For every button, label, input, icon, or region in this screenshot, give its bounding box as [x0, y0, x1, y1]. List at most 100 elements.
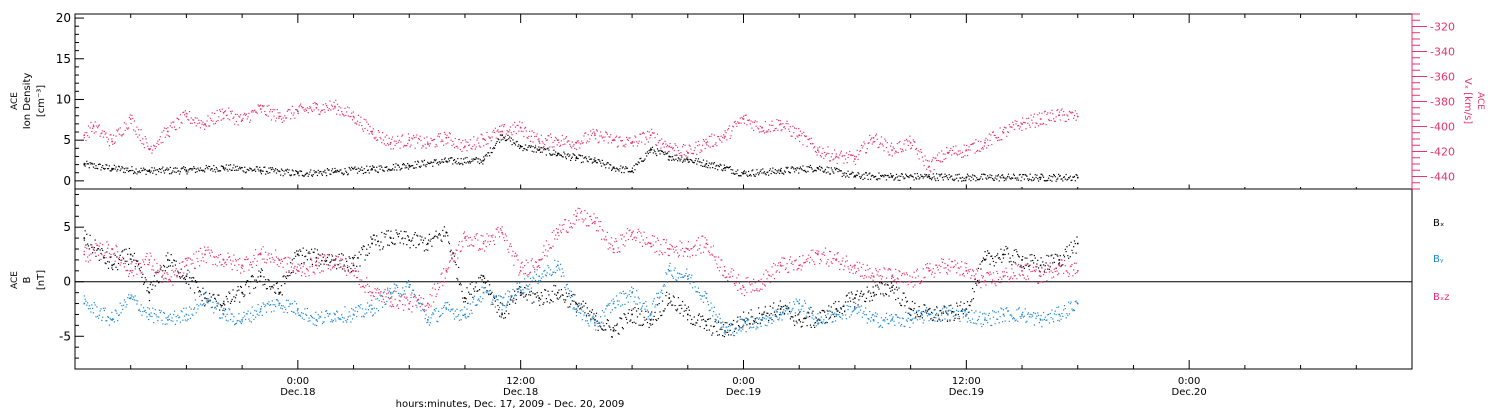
density-fill-point — [966, 176, 968, 178]
bx-fill-point — [755, 321, 757, 323]
vx-fill-point — [97, 125, 100, 127]
vx-fill-point — [336, 103, 339, 105]
bx-fill-point — [308, 251, 310, 253]
bx-fill-point — [429, 240, 431, 242]
vx-fill-point — [396, 142, 398, 145]
bx-fill-point — [505, 310, 507, 312]
bx-fill-point — [728, 323, 730, 325]
density-fill-point — [191, 169, 193, 171]
density-fill-point — [967, 175, 969, 177]
bx-fill-point — [293, 257, 295, 260]
density-fill-point — [1041, 173, 1043, 175]
vx-fill-point — [142, 138, 144, 140]
by-fill-point — [644, 308, 646, 310]
density-fill-point — [844, 172, 846, 174]
vx-fill-point — [662, 142, 664, 144]
density-fill-point — [583, 157, 585, 159]
density-fill-point — [815, 170, 817, 172]
by-fill-point — [316, 320, 319, 322]
by-fill-point — [868, 318, 870, 320]
vx-fill-point — [735, 123, 737, 125]
by-fill-point — [132, 298, 134, 300]
bx-fill-point — [706, 329, 708, 331]
density-fill-point — [285, 170, 288, 172]
vx-fill-point — [510, 132, 512, 134]
bx-fill-point — [806, 325, 808, 327]
density-fill-point — [1055, 180, 1057, 182]
vx-fill-point — [663, 146, 665, 148]
by-fill-point — [857, 306, 859, 308]
bx-fill-point — [889, 287, 891, 289]
by-fill-point — [422, 309, 425, 311]
density-fill-point — [513, 142, 515, 144]
by-fill-point — [964, 311, 966, 313]
by-fill-point — [564, 286, 566, 289]
bx-fill-point — [287, 275, 289, 277]
vx-fill-point — [977, 140, 980, 142]
bx-fill-point — [985, 258, 987, 260]
vx-point — [427, 143, 429, 145]
vx-fill-point — [659, 139, 661, 141]
bx-fill-point — [236, 290, 238, 292]
bx-fill-point — [555, 294, 558, 296]
by-fill-point — [357, 304, 359, 307]
by-fill-point — [359, 307, 361, 309]
by-fill-point — [104, 307, 106, 309]
density-fill-point — [938, 173, 940, 176]
density-fill-point — [350, 169, 352, 171]
by-fill-point — [371, 304, 373, 306]
vx-fill-point — [304, 110, 306, 112]
by-fill-point — [229, 309, 231, 311]
bx-fill-point — [470, 293, 472, 295]
vx-fill-point — [137, 136, 139, 138]
bx-point — [111, 264, 113, 267]
vx-fill-point — [1012, 121, 1014, 123]
vx-fill-point — [667, 150, 669, 153]
by-fill-point — [376, 298, 379, 300]
by-fill-point — [306, 307, 308, 310]
density-fill-point — [487, 152, 489, 154]
by-fill-point — [286, 312, 288, 314]
by-fill-point — [620, 305, 622, 307]
density-fill-point — [113, 164, 115, 166]
bx-fill-point — [792, 316, 794, 318]
bx-fill-point — [694, 324, 696, 326]
by-fill-point — [776, 316, 778, 318]
vx-point — [1002, 131, 1005, 134]
density-fill-point — [405, 165, 407, 167]
density-fill-point — [90, 163, 92, 165]
bx-fill-point — [321, 253, 324, 255]
vx-fill-point — [407, 142, 409, 145]
bx-fill-point — [539, 298, 542, 300]
density-fill-point — [323, 171, 325, 173]
vx-fill-point — [941, 150, 943, 152]
density-fill-point — [234, 169, 236, 171]
density-point — [1076, 176, 1079, 179]
bx-fill-point — [443, 235, 445, 237]
by-fill-point — [489, 289, 491, 292]
density-fill-point — [407, 168, 410, 170]
by-fill-point — [646, 309, 649, 311]
vx-point — [984, 141, 986, 144]
by-fill-point — [385, 303, 387, 305]
bx-fill-point — [300, 250, 302, 252]
vx-fill-point — [318, 113, 320, 115]
vx-fill-point — [224, 111, 226, 113]
bx-fill-point — [354, 254, 356, 256]
vx-fill-point — [128, 116, 131, 119]
bx-fill-point — [248, 286, 250, 288]
bx-fill-point — [914, 302, 916, 304]
vx-fill-point — [580, 143, 582, 145]
density-fill-point — [1023, 178, 1025, 180]
bx-fill-point — [400, 230, 402, 232]
bx-fill-point — [1038, 270, 1041, 272]
vx-fill-point — [887, 151, 889, 153]
bx-fill-point — [670, 300, 672, 302]
density-fill-point — [1002, 176, 1005, 178]
density-fill-point — [757, 172, 759, 174]
vx-fill-point — [1037, 125, 1040, 127]
by-fill-point — [860, 305, 863, 307]
vx-fill-point — [980, 140, 982, 143]
density-fill-point — [698, 161, 700, 163]
vx-fill-point — [162, 141, 164, 144]
